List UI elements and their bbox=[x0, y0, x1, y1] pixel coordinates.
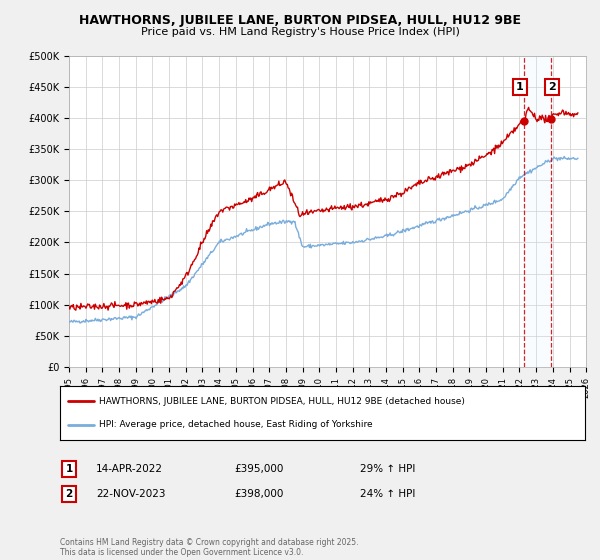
Text: 14-APR-2022: 14-APR-2022 bbox=[96, 464, 163, 474]
Text: 24% ↑ HPI: 24% ↑ HPI bbox=[360, 489, 415, 499]
Text: HAWTHORNS, JUBILEE LANE, BURTON PIDSEA, HULL, HU12 9BE: HAWTHORNS, JUBILEE LANE, BURTON PIDSEA, … bbox=[79, 14, 521, 27]
Text: 1: 1 bbox=[516, 82, 524, 92]
Text: 22-NOV-2023: 22-NOV-2023 bbox=[96, 489, 166, 499]
Text: Contains HM Land Registry data © Crown copyright and database right 2025.
This d: Contains HM Land Registry data © Crown c… bbox=[60, 538, 359, 557]
Text: £395,000: £395,000 bbox=[234, 464, 283, 474]
Text: 2: 2 bbox=[65, 489, 73, 499]
Text: £398,000: £398,000 bbox=[234, 489, 283, 499]
Text: HAWTHORNS, JUBILEE LANE, BURTON PIDSEA, HULL, HU12 9BE (detached house): HAWTHORNS, JUBILEE LANE, BURTON PIDSEA, … bbox=[100, 397, 465, 406]
Bar bbox=[524, 56, 551, 367]
Text: 29% ↑ HPI: 29% ↑ HPI bbox=[360, 464, 415, 474]
Text: HPI: Average price, detached house, East Riding of Yorkshire: HPI: Average price, detached house, East… bbox=[100, 420, 373, 429]
Text: 1: 1 bbox=[65, 464, 73, 474]
Text: Price paid vs. HM Land Registry's House Price Index (HPI): Price paid vs. HM Land Registry's House … bbox=[140, 27, 460, 37]
Text: 2: 2 bbox=[548, 82, 556, 92]
